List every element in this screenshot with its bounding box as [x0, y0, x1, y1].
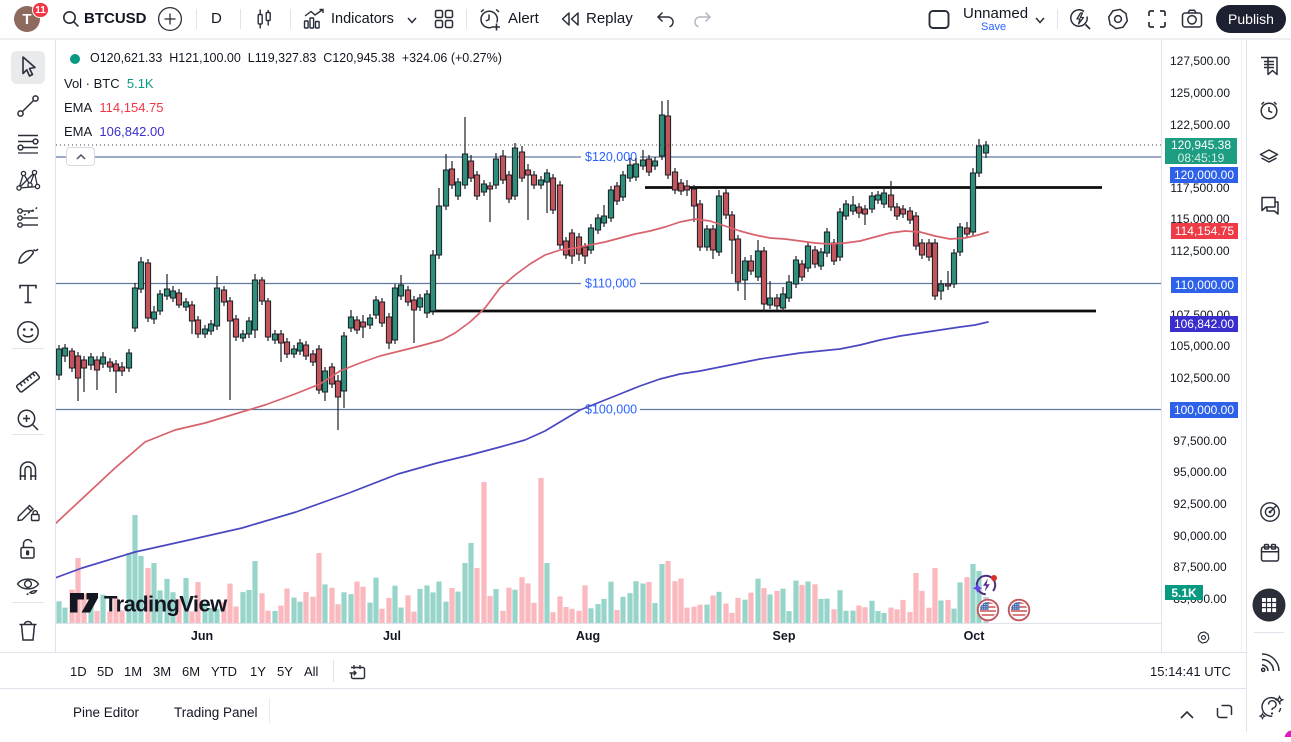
svg-text:$110,000: $110,000 [585, 277, 636, 291]
svg-text:Aug: Aug [576, 629, 600, 643]
svg-text:TradingView: TradingView [104, 592, 228, 617]
svg-text:Oct: Oct [964, 629, 986, 643]
svg-text:Jul: Jul [383, 629, 401, 643]
svg-text:Sep: Sep [773, 629, 796, 643]
svg-text:$120,000: $120,000 [585, 150, 637, 164]
svg-text:Jun: Jun [191, 629, 213, 643]
